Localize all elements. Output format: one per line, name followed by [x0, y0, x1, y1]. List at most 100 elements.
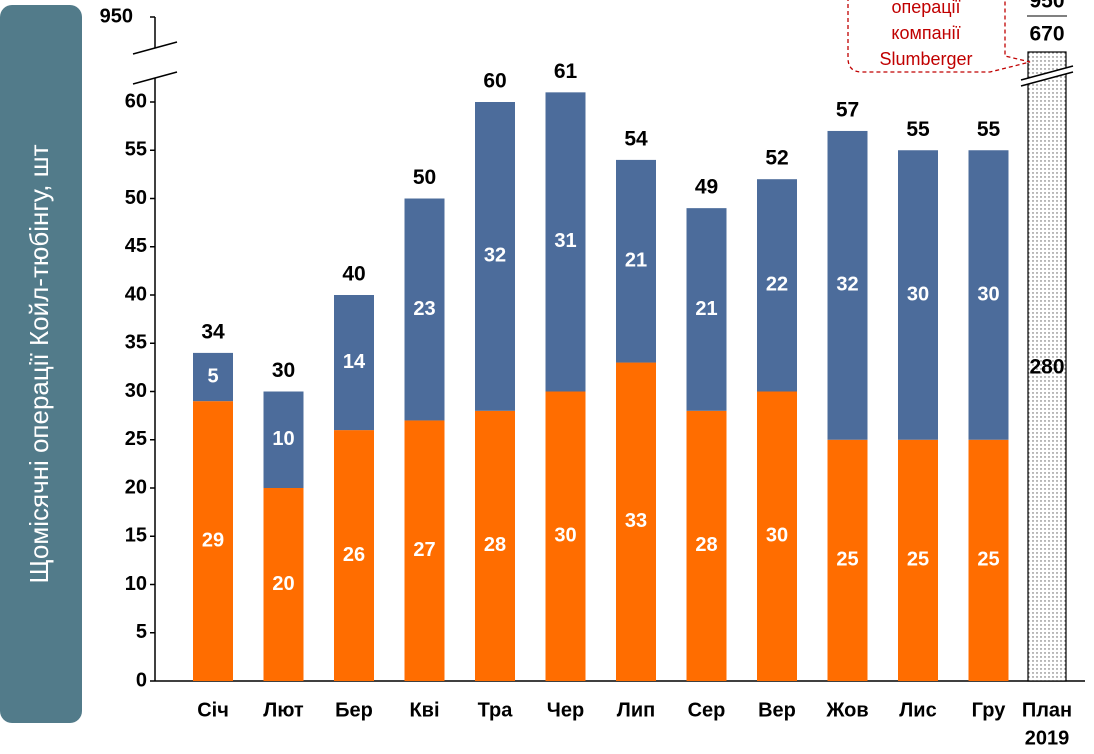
y-tick-label: 0 — [136, 669, 147, 691]
total-label: 30 — [272, 359, 295, 382]
bar-segment — [263, 391, 304, 488]
y-label-box — [0, 5, 82, 723]
bar-segment — [757, 179, 797, 392]
segment-label: 31 — [554, 230, 576, 252]
bar-segment — [475, 102, 515, 411]
total-label: 61 — [554, 60, 578, 83]
bar-segment — [616, 159, 656, 363]
y-tick-label: 45 — [125, 235, 147, 257]
axis-break — [132, 71, 178, 85]
plan-break-line — [1020, 71, 1074, 87]
segment-label: 28 — [695, 534, 717, 556]
y-tick-label: 5 — [136, 621, 147, 643]
plan-break — [1021, 66, 1073, 86]
plan-bar — [1027, 51, 1067, 682]
x-tick-label: Жов — [825, 699, 868, 721]
segment-label: 30 — [554, 525, 576, 547]
bar-segment — [475, 410, 515, 681]
x-tick-label: Сер — [688, 699, 726, 721]
total-label: 50 — [413, 166, 436, 189]
bar-segment — [545, 391, 586, 681]
total-label: 34 — [201, 320, 225, 343]
segment-label: 25 — [977, 549, 999, 571]
y-axis-label: Щомісячні операції Койл-тюбінгу, шт — [24, 144, 54, 583]
segment-label: 22 — [766, 274, 788, 296]
segment-label: 21 — [625, 250, 647, 272]
segment-label: 29 — [202, 529, 224, 551]
bar-segment — [263, 488, 304, 681]
bar-segment — [334, 430, 374, 681]
total-label: 60 — [483, 70, 506, 93]
x-tick-label: Січ — [197, 699, 229, 721]
annotation-text: операції — [891, 0, 960, 17]
plan-top-label: 950 — [1029, 0, 1064, 13]
bar-segment — [616, 362, 656, 681]
segment-label: 25 — [836, 549, 858, 571]
plan-break-line — [1020, 65, 1074, 81]
segment-label: 20 — [272, 573, 294, 595]
bar-segment — [827, 130, 868, 440]
y-tick-label: 55 — [125, 139, 147, 161]
x-tick-label: Тра — [478, 699, 514, 721]
segment-label: 10 — [272, 428, 294, 450]
x-tick-label: Вер — [758, 699, 796, 721]
y-tick-label: 60 — [125, 90, 147, 112]
y-tick-label: 950 — [100, 5, 133, 27]
bar-segment — [898, 150, 938, 440]
bar-segment — [827, 439, 868, 681]
y-tick-label: 40 — [125, 283, 147, 305]
segment-label: 26 — [343, 544, 365, 566]
bar-segment — [334, 295, 374, 431]
total-label: 55 — [977, 118, 1001, 141]
bar-segment — [545, 92, 586, 392]
segment-label: 32 — [836, 274, 858, 296]
annotation-box — [847, 0, 1031, 73]
bar-segment — [968, 150, 1009, 440]
total-label: 49 — [695, 176, 718, 199]
x-tick-label: Чер — [547, 699, 584, 721]
y-tick-label: 30 — [125, 380, 147, 402]
segment-label: 27 — [413, 539, 435, 561]
segment-label: 30 — [766, 525, 788, 547]
y-tick-label: 15 — [125, 525, 147, 547]
total-label: 54 — [624, 127, 648, 150]
bar-segment — [193, 352, 233, 402]
x-tick-label: Лют — [263, 699, 304, 721]
segment-label: 21 — [695, 298, 717, 320]
total-label: 52 — [765, 147, 788, 170]
bar-segment — [968, 439, 1009, 681]
x-tick-label: Лип — [617, 699, 655, 721]
y-tick-label: 35 — [125, 332, 147, 354]
x-tick-label: 2019 — [1025, 727, 1070, 749]
total-label: 40 — [342, 263, 365, 286]
segment-label: 23 — [413, 298, 435, 320]
segment-label: 28 — [484, 534, 506, 556]
annotation-text: Slumberger — [879, 49, 972, 69]
plan-inner-label: 280 — [1029, 356, 1064, 379]
total-label: 57 — [836, 98, 859, 121]
y-tick-label: 20 — [125, 476, 147, 498]
bar-segment — [686, 410, 727, 681]
segment-label: 25 — [907, 549, 929, 571]
segment-label: 30 — [907, 283, 929, 305]
x-tick-label: Бер — [335, 699, 373, 721]
x-tick-label: Лис — [899, 699, 936, 721]
segment-label: 14 — [343, 351, 366, 373]
annotation-text: компанії — [891, 23, 960, 43]
x-tick-label: Гру — [972, 699, 1007, 721]
segment-label: 5 — [207, 365, 218, 387]
bar-segment — [757, 391, 797, 681]
segment-label: 32 — [484, 245, 506, 267]
y-tick-label: 50 — [125, 187, 147, 209]
total-label: 55 — [906, 118, 930, 141]
bar-segment — [193, 401, 233, 681]
bar-segment — [898, 439, 938, 681]
segment-label: 30 — [977, 283, 999, 305]
x-tick-label: Кві — [409, 699, 439, 721]
y-tick-label: 10 — [125, 573, 147, 595]
bar-segment — [404, 420, 445, 681]
segment-label: 33 — [625, 510, 647, 532]
bar-segment — [404, 198, 445, 421]
x-tick-label: План — [1022, 699, 1072, 721]
